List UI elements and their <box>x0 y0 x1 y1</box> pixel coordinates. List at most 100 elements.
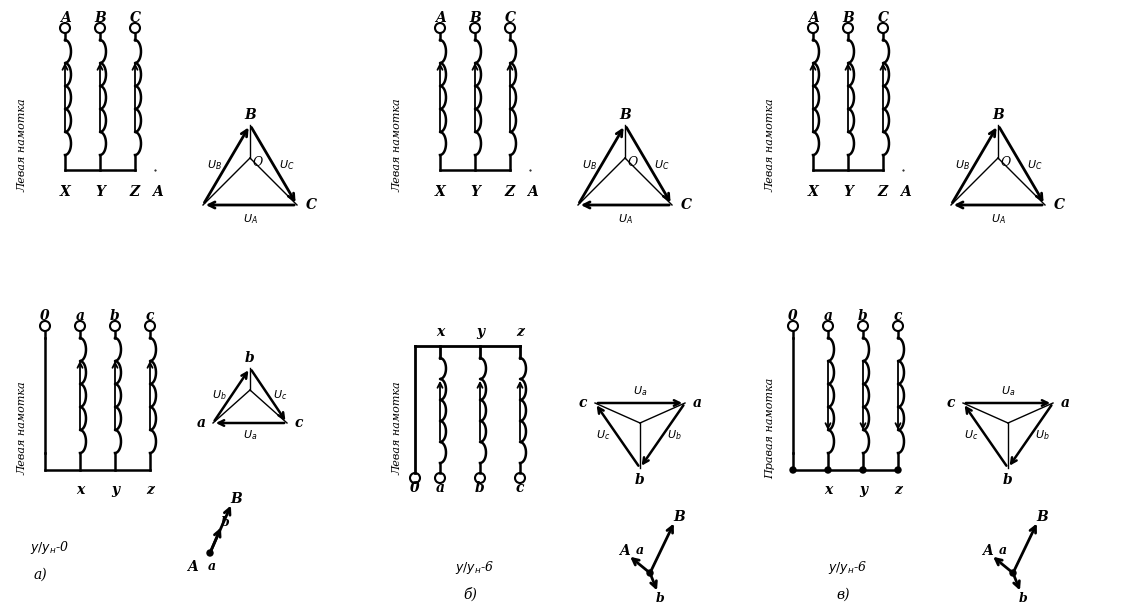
Text: b: b <box>1019 591 1028 605</box>
Text: Левая намотка: Левая намотка <box>391 381 402 475</box>
Text: A: A <box>982 544 992 558</box>
Text: a: a <box>693 396 701 410</box>
Circle shape <box>790 467 795 473</box>
Text: Z: Z <box>505 185 516 199</box>
Text: Левая намотка: Левая намотка <box>765 98 775 192</box>
Text: A: A <box>187 560 197 574</box>
Text: z: z <box>516 325 523 339</box>
Text: Левая намотка: Левая намотка <box>17 381 27 475</box>
Text: $U_C$: $U_C$ <box>1028 158 1042 172</box>
Text: $U_b$: $U_b$ <box>667 428 682 442</box>
Text: c: c <box>295 416 303 430</box>
Text: Y: Y <box>470 185 480 199</box>
Text: C: C <box>877 11 889 25</box>
Text: Y: Y <box>96 185 105 199</box>
Text: A: A <box>900 185 910 199</box>
Circle shape <box>860 467 866 473</box>
Text: c: c <box>579 396 587 410</box>
Text: b: b <box>110 309 119 323</box>
Text: C: C <box>130 11 140 25</box>
Text: b: b <box>858 309 868 323</box>
Text: A: A <box>151 185 163 199</box>
Text: z: z <box>894 483 902 497</box>
Text: C: C <box>504 11 516 25</box>
Text: B: B <box>842 11 854 25</box>
Text: y: y <box>110 483 119 497</box>
Text: b: b <box>655 591 665 605</box>
Text: B: B <box>992 108 1004 122</box>
Text: B: B <box>245 108 256 122</box>
Text: $U_A$: $U_A$ <box>242 212 257 226</box>
Text: $U_a$: $U_a$ <box>1000 384 1015 398</box>
Text: a: a <box>208 561 216 573</box>
Text: A: A <box>527 185 537 199</box>
Circle shape <box>207 550 213 556</box>
Circle shape <box>894 467 901 473</box>
Text: b: b <box>476 481 485 495</box>
Text: $U_B$: $U_B$ <box>955 158 970 172</box>
Text: 0: 0 <box>410 481 420 495</box>
Text: A: A <box>59 11 71 25</box>
Text: x: x <box>824 483 832 497</box>
Text: c: c <box>893 309 902 323</box>
Text: c: c <box>146 309 155 323</box>
Text: A: A <box>619 544 629 558</box>
Text: A: A <box>435 11 445 25</box>
Text: x: x <box>436 325 444 339</box>
Text: c: c <box>516 481 525 495</box>
Text: B: B <box>230 492 242 506</box>
Text: $y/y_н$-0: $y/y_н$-0 <box>31 540 69 556</box>
Text: B: B <box>1036 510 1048 524</box>
Text: Левая намотка: Левая намотка <box>391 98 402 192</box>
Text: $U_B$: $U_B$ <box>582 158 596 172</box>
Text: $U_A$: $U_A$ <box>990 212 1006 226</box>
Text: $y/y_н$-6: $y/y_н$-6 <box>828 559 867 577</box>
Text: X: X <box>808 185 818 199</box>
Circle shape <box>1011 570 1016 576</box>
Text: b: b <box>221 516 230 529</box>
Text: $U_A$: $U_A$ <box>618 212 633 226</box>
Text: O: O <box>1001 157 1012 169</box>
Text: z: z <box>146 483 154 497</box>
Text: a: a <box>75 309 84 323</box>
Text: в): в) <box>836 588 850 602</box>
Text: B: B <box>619 108 630 122</box>
Text: $y/y_н$-6: $y/y_н$-6 <box>455 559 495 577</box>
Text: Y: Y <box>843 185 854 199</box>
Circle shape <box>648 570 653 576</box>
Text: $U_b$: $U_b$ <box>1034 428 1049 442</box>
Text: $U_c$: $U_c$ <box>273 388 287 402</box>
Text: b: b <box>635 473 645 487</box>
Text: B: B <box>673 510 685 524</box>
Text: B: B <box>94 11 106 25</box>
Text: Z: Z <box>130 185 140 199</box>
Text: B: B <box>469 11 481 25</box>
Text: A: A <box>808 11 818 25</box>
Text: $U_B$: $U_B$ <box>206 158 222 172</box>
Text: a: a <box>197 416 206 430</box>
Text: C: C <box>681 198 692 212</box>
Text: O: O <box>253 157 263 169</box>
Text: $U_b$: $U_b$ <box>212 388 226 402</box>
Text: b: b <box>1003 473 1013 487</box>
Text: a: a <box>1061 396 1070 410</box>
Text: a: a <box>436 481 445 495</box>
Text: 0: 0 <box>40 309 50 323</box>
Text: x: x <box>76 483 84 497</box>
Text: $U_C$: $U_C$ <box>279 158 295 172</box>
Text: $U_C$: $U_C$ <box>654 158 670 172</box>
Text: $U_c$: $U_c$ <box>596 428 610 442</box>
Text: $U_a$: $U_a$ <box>633 384 648 398</box>
Text: a: a <box>824 309 833 323</box>
Text: а): а) <box>33 568 47 582</box>
Text: y: y <box>859 483 867 497</box>
Text: $U_c$: $U_c$ <box>964 428 979 442</box>
Text: C: C <box>1054 198 1064 212</box>
Text: Правая намотка: Правая намотка <box>765 378 775 479</box>
Text: Левая намотка: Левая намотка <box>17 98 27 192</box>
Text: X: X <box>59 185 71 199</box>
Text: 0: 0 <box>789 309 798 323</box>
Text: a: a <box>999 545 1007 558</box>
Text: y: y <box>476 325 484 339</box>
Circle shape <box>825 467 831 473</box>
